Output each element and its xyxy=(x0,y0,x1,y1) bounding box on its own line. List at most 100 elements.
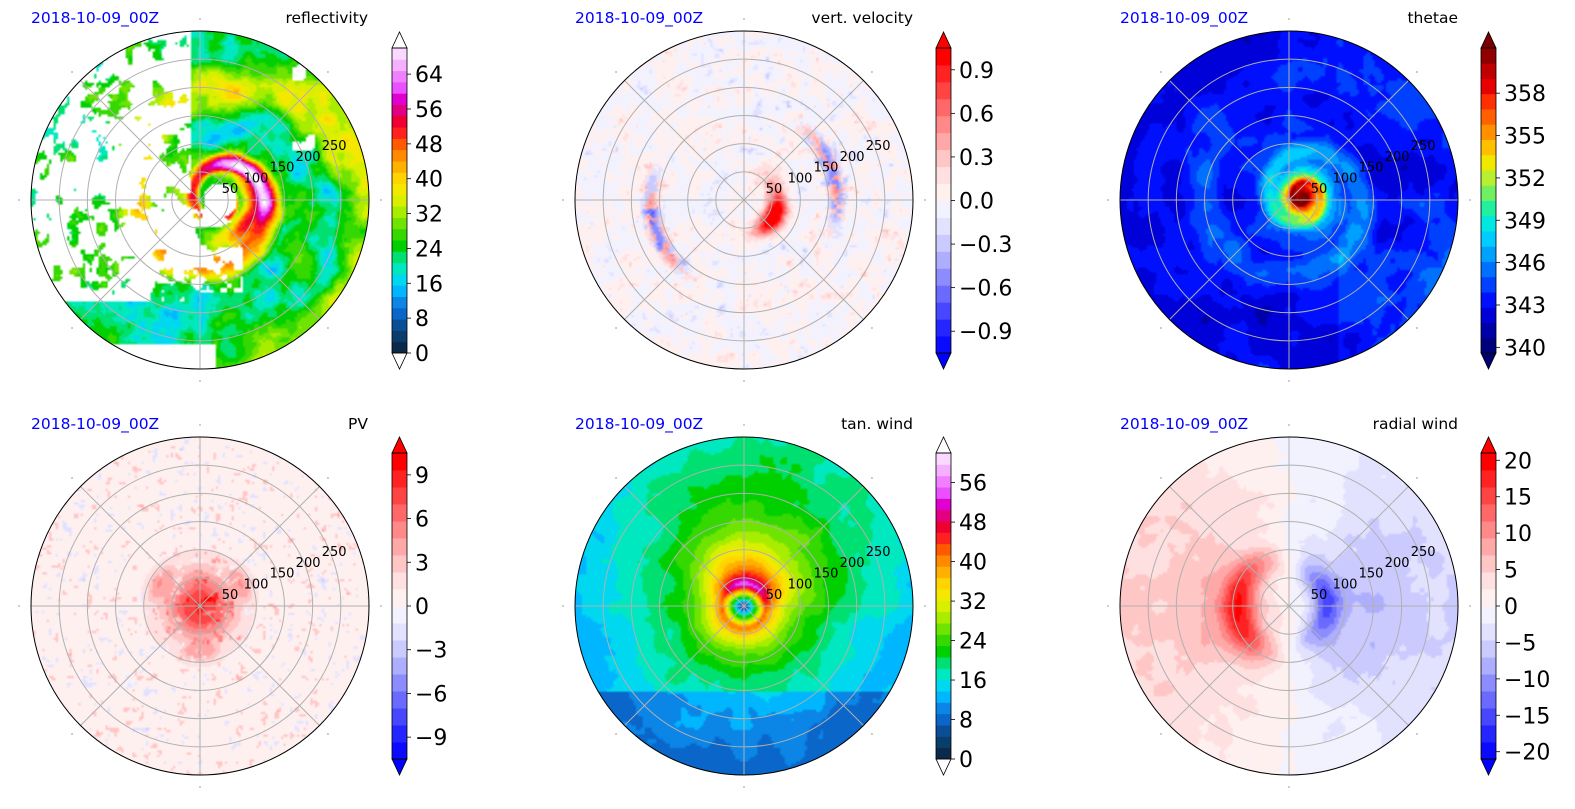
polar-frame xyxy=(574,30,914,370)
colorbar-segment xyxy=(392,93,407,105)
colorbar-segment xyxy=(392,691,407,709)
azimuth-tick xyxy=(743,380,745,382)
colorbar-segment xyxy=(1481,246,1496,262)
polar-grid xyxy=(575,437,913,775)
colorbar-segment xyxy=(392,674,407,692)
colorbar-segment xyxy=(1481,708,1496,726)
colorbar-tick-label: −0.6 xyxy=(959,277,1012,302)
radial-tick-label: 150 xyxy=(270,567,295,582)
radial-tick-label: 100 xyxy=(1333,171,1358,186)
date-label: 2018-10-09_00Z xyxy=(1120,415,1248,434)
radial-tick-label: 100 xyxy=(1333,577,1358,592)
colorbar-segment xyxy=(392,81,407,94)
colorbar-segment xyxy=(392,341,407,354)
azimuth-line xyxy=(199,199,320,320)
polar-grid xyxy=(31,437,369,775)
azimuth-tick xyxy=(743,786,745,788)
panel-title: reflectivity xyxy=(285,9,368,27)
colorbar-segment xyxy=(1481,139,1496,156)
colorbar-segment xyxy=(936,668,951,681)
colorbar-tick-label: 56 xyxy=(415,98,443,123)
colorbar-tick-label: −6 xyxy=(415,682,447,707)
azimuth-line xyxy=(1169,199,1290,320)
colorbar-segment xyxy=(936,509,951,522)
colorbar: 0 8 16 24 32 40 48 56 64 xyxy=(391,31,443,370)
colorbar-segment xyxy=(936,577,951,590)
date-label: 2018-10-09_00Z xyxy=(31,9,159,28)
colorbar-segment xyxy=(936,532,951,545)
colorbar-extend-max xyxy=(391,31,408,49)
colorbar-tick-label: 0.3 xyxy=(959,146,994,171)
colorbar-tick-label: 32 xyxy=(959,590,987,615)
colorbar-segment xyxy=(1481,725,1496,743)
colorbar-segment xyxy=(1481,538,1496,556)
colorbar-extend-max xyxy=(1480,436,1497,454)
colorbar-segment xyxy=(936,657,951,669)
azimuth-tick xyxy=(18,199,20,201)
colorbar-segment xyxy=(936,453,951,465)
azimuth-tick xyxy=(562,199,564,201)
azimuth-tick xyxy=(1107,605,1109,607)
radial-tick-label: 250 xyxy=(322,139,347,154)
radial-tick-label: 250 xyxy=(1411,545,1436,560)
colorbar-extend-max xyxy=(935,436,952,454)
colorbar-tick-label: 48 xyxy=(415,133,443,158)
radial-tick-label: 150 xyxy=(814,567,839,582)
colorbar-segment xyxy=(392,104,407,117)
azimuth-line xyxy=(80,199,201,320)
colorbar-extend-min xyxy=(391,758,408,776)
azimuth-line xyxy=(1288,199,1409,320)
colorbar-tick-label: 6 xyxy=(415,508,429,533)
panel-title: thetae xyxy=(1407,9,1458,27)
azimuth-tick xyxy=(924,605,926,607)
colorbar-segment xyxy=(936,81,951,100)
colorbar-segment xyxy=(392,138,407,151)
colorbar-segment xyxy=(936,521,951,533)
colorbar-segment xyxy=(1481,322,1496,339)
colorbar-segment xyxy=(936,713,951,726)
colorbar: 0 8 16 24 32 40 48 56 xyxy=(935,436,987,776)
colorbar-extend-min xyxy=(935,352,952,370)
colorbar-segment xyxy=(936,475,951,488)
azimuth-tick xyxy=(1288,18,1290,20)
radial-tick-label: 250 xyxy=(322,545,347,560)
azimuth-tick xyxy=(1288,786,1290,788)
colorbar-segment xyxy=(392,487,407,505)
colorbar-segment xyxy=(392,319,407,331)
colorbar-segment xyxy=(936,623,951,635)
colorbar-segment xyxy=(936,611,951,624)
azimuth-line xyxy=(743,605,864,726)
colorbar-segment xyxy=(392,160,407,173)
colorbar-segment xyxy=(392,606,407,624)
azimuth-tick xyxy=(615,733,617,735)
colorbar-segment xyxy=(936,64,951,83)
colorbar-segment xyxy=(1481,154,1496,171)
azimuth-tick xyxy=(1469,605,1471,607)
azimuth-tick xyxy=(562,605,564,607)
colorbar-segment xyxy=(936,234,951,252)
azimuth-line xyxy=(624,486,745,607)
colorbar-extend-min xyxy=(1480,758,1497,776)
azimuth-line xyxy=(80,486,201,607)
colorbar-tick-label: −20 xyxy=(1504,741,1550,766)
colorbar-segment xyxy=(392,470,407,488)
colorbar-tick-label: −10 xyxy=(1504,668,1550,693)
colorbar-segment xyxy=(936,251,951,269)
radial-tick-label: 50 xyxy=(1311,182,1328,197)
colorbar-frame xyxy=(1480,47,1497,354)
radial-tick-label: 200 xyxy=(840,556,865,571)
radial-tick-label: 50 xyxy=(222,588,239,603)
date-label: 2018-10-09_00Z xyxy=(1120,9,1248,28)
colorbar-segment xyxy=(392,183,407,196)
colorbar-tick-label: 8 xyxy=(959,709,973,734)
radial-tick-label: 200 xyxy=(840,150,865,165)
colorbar-segment xyxy=(392,725,407,743)
panel-title: vert. velocity xyxy=(811,9,913,27)
colorbar-segment xyxy=(936,691,951,703)
colorbar-segment xyxy=(936,747,951,760)
polar-grid xyxy=(1120,437,1458,775)
radial-tick-label: 150 xyxy=(1359,161,1384,176)
azimuth-tick xyxy=(1416,71,1418,73)
colorbar-tick-label: 343 xyxy=(1504,294,1546,319)
